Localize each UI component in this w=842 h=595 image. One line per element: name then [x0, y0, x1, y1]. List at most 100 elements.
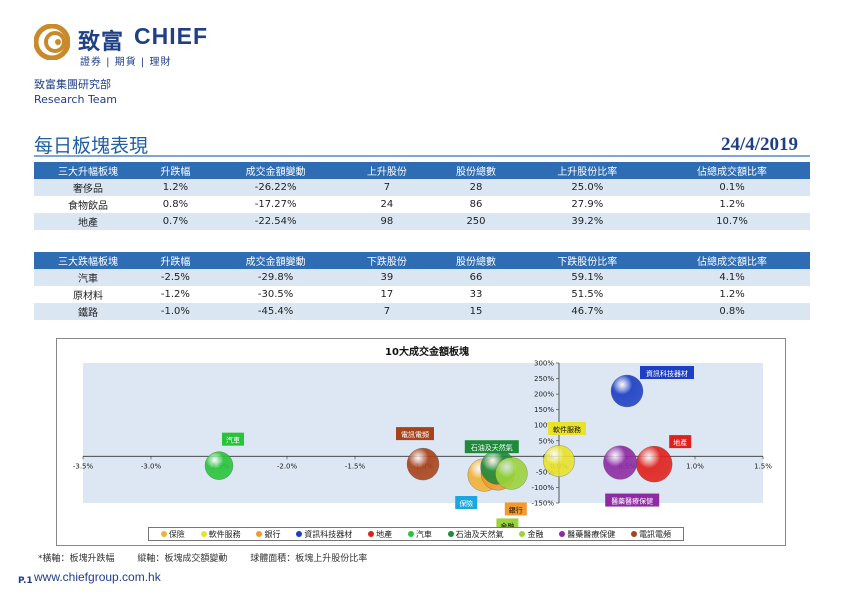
bubble-label: 保險	[459, 499, 473, 508]
legend-item: 金融	[519, 529, 543, 540]
department-en: Research Team	[34, 93, 118, 106]
legend-label: 地產	[376, 529, 393, 539]
y-tick-label: -100%	[531, 484, 554, 492]
table-cell: 4.1%	[654, 269, 810, 286]
legend-label: 石油及天然氣	[455, 529, 504, 539]
bubble-9	[406, 447, 440, 481]
x-tick-label: -1.5%	[345, 462, 366, 470]
table-row: 鐵路 -1.0% -45.4% 7 15 46.7% 0.8%	[34, 303, 810, 320]
table-cell: 0.8%	[142, 196, 209, 213]
legend-item: 汽車	[407, 529, 432, 540]
report-date: 24/4/2019	[720, 134, 798, 155]
legend-item: 資訊科技器材	[296, 529, 352, 540]
bubble-label-box	[455, 496, 478, 509]
bubble-label: 地產	[673, 438, 687, 447]
table-cell: 28	[431, 179, 521, 196]
legend-label: 金融	[527, 529, 544, 539]
footnote-bubble-size: 球體面積：板塊上升股份比率	[250, 554, 368, 564]
column-header: 佔總成交額比率	[654, 162, 810, 179]
table-cell: 食物飲品	[34, 196, 142, 213]
legend-item: 保險	[160, 529, 185, 540]
table-cell: -17.27%	[208, 196, 343, 213]
x-tick-label: -3.5%	[73, 462, 94, 470]
department: 致富集團研究部 Research Team	[34, 77, 117, 107]
website-link[interactable]: www.chiefgroup.com.hk	[34, 570, 161, 584]
chart-title: 10大成交金額板塊	[385, 345, 469, 358]
table-cell: 46.7%	[520, 303, 655, 320]
legend-label: 軟件服務	[208, 529, 241, 539]
column-header: 上升股份	[342, 162, 432, 179]
legend-item: 電訊電頻	[631, 529, 671, 540]
sector-bubble-chart: 10大成交金額板塊 -3.5%-3.0%-2.5%-2.0%-1.5%-1.0%…	[56, 338, 786, 546]
brand-name-en: CHIEF	[134, 23, 208, 49]
top-losers-table: 三大跌幅板塊 升跌幅 成交金額變動 下跌股份 股份總數 下跌股份比率 佔總成交額…	[34, 252, 810, 320]
legend-item: 石油及天然氣	[447, 529, 504, 540]
legend-label: 電訊電頻	[639, 529, 672, 539]
footnote-y-axis: 縱軸：板塊成交額變動	[137, 554, 228, 564]
table-cell: -1.2%	[142, 286, 209, 303]
table-cell: 地產	[34, 213, 142, 230]
y-tick-label: 100%	[534, 422, 554, 430]
table-cell: 1.2%	[654, 196, 810, 213]
bubble-label: 銀行	[509, 505, 523, 514]
legend-label: 保險	[168, 529, 185, 539]
title-divider	[34, 155, 810, 157]
column-header: 上升股份比率	[520, 162, 655, 179]
page-number: P.1	[18, 576, 33, 586]
bubble-label-box	[605, 493, 660, 507]
table-cell: 0.8%	[654, 303, 810, 320]
column-header: 成交金額變動	[208, 252, 343, 269]
y-tick-label: 150%	[534, 406, 554, 414]
legend-swatch	[407, 531, 414, 537]
table-cell: 原材料	[34, 286, 142, 303]
chart-legend: 保險 軟件服務 銀行 資訊科技器材 地產 汽車 石油及天然氣 金融 醫藥醫療保健 電訊電頻	[148, 527, 684, 541]
legend-label: 汽車	[415, 529, 432, 539]
page-title: 每日板塊表現	[34, 135, 149, 157]
legend-item: 地產	[368, 529, 392, 540]
table-cell: 39	[342, 269, 432, 286]
legend-swatch	[447, 531, 454, 537]
table-cell: 15	[431, 303, 521, 320]
column-header: 股份總數	[431, 252, 521, 269]
table-cell: 250	[431, 213, 521, 230]
legend-item: 軟件服務	[200, 529, 241, 540]
legend-item: 銀行	[256, 529, 280, 540]
top-gainers-table: 三大升幅板塊 升跌幅 成交金額變動 上升股份 股份總數 上升股份比率 佔總成交額…	[34, 162, 810, 230]
table-cell: 51.5%	[520, 286, 655, 303]
x-tick-label: -2.0%	[277, 462, 298, 470]
bubble-label-box	[640, 366, 694, 379]
bubble-label: 軟件服務	[553, 425, 581, 434]
bubble-1	[543, 445, 575, 477]
legend-label: 銀行	[264, 529, 281, 539]
bubble-label-box	[504, 502, 527, 516]
bubble-8	[603, 445, 638, 480]
legend-label: 醫藥醫療保健	[567, 529, 616, 539]
x-tick-label: 1.0%	[686, 462, 704, 470]
table-cell: -22.54%	[208, 213, 343, 230]
bubble-label: 醫藥醫療保健	[611, 497, 653, 506]
column-header: 佔總成交額比率	[654, 252, 810, 269]
column-header: 三大跌幅板塊	[34, 252, 142, 269]
legend-item: 醫藥醫療保健	[559, 529, 615, 540]
bubble-4	[636, 445, 673, 483]
legend-swatch	[559, 531, 566, 537]
table-cell: 25.0%	[520, 179, 655, 196]
x-tick-label: 1.5%	[754, 462, 772, 470]
bubble-label: 資訊科技器材	[646, 369, 688, 378]
column-header: 下跌股份比率	[520, 252, 655, 269]
table-row: 奢侈品 1.2% -26.22% 7 28 25.0% 0.1%	[34, 179, 810, 196]
table-cell: -30.5%	[208, 286, 343, 303]
legend-swatch	[256, 531, 263, 537]
table-cell: 59.1%	[520, 269, 655, 286]
table-cell: 33	[431, 286, 521, 303]
bubble-label: 金融	[500, 521, 514, 530]
x-tick-label: -3.0%	[141, 462, 162, 470]
column-header: 成交金額變動	[208, 162, 343, 179]
brand-name-cn: 致富	[78, 30, 125, 55]
y-tick-label: -150%	[531, 500, 554, 508]
chief-logo-icon	[34, 24, 70, 60]
department-cn: 致富集團研究部	[34, 78, 111, 91]
table-cell: 0.7%	[142, 213, 209, 230]
table-row: 食物飲品 0.8% -17.27% 24 86 27.9% 1.2%	[34, 196, 810, 213]
column-header: 三大升幅板塊	[34, 162, 142, 179]
